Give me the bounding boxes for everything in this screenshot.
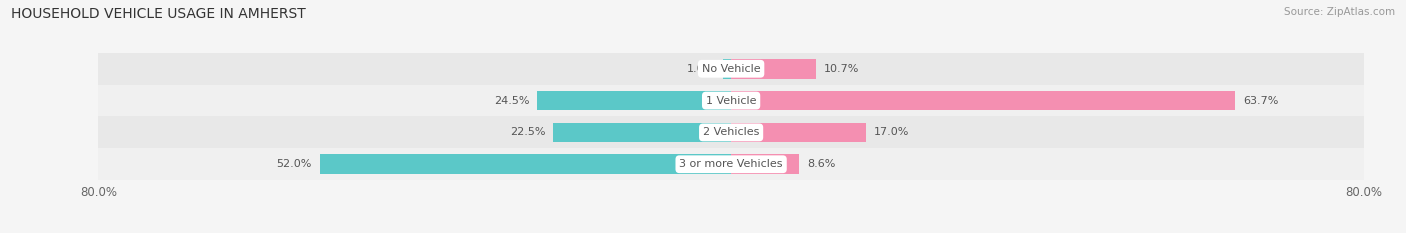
Text: 10.7%: 10.7% (824, 64, 859, 74)
Bar (723, 59, 731, 79)
Bar (537, 91, 731, 110)
Text: 8.6%: 8.6% (807, 159, 835, 169)
Text: 1.0%: 1.0% (688, 64, 716, 74)
Bar (98, 53, 1364, 85)
Bar (319, 154, 731, 174)
Text: 52.0%: 52.0% (277, 159, 312, 169)
Text: 2 Vehicles: 2 Vehicles (703, 127, 759, 137)
Text: 1 Vehicle: 1 Vehicle (706, 96, 756, 106)
Bar (553, 123, 731, 142)
Bar (98, 85, 1364, 116)
Bar (98, 116, 1364, 148)
Bar (731, 154, 799, 174)
Text: HOUSEHOLD VEHICLE USAGE IN AMHERST: HOUSEHOLD VEHICLE USAGE IN AMHERST (11, 7, 307, 21)
Bar (98, 148, 1364, 180)
Bar (731, 59, 815, 79)
Text: 17.0%: 17.0% (873, 127, 908, 137)
Bar (731, 123, 866, 142)
Bar (731, 91, 1234, 110)
Text: 24.5%: 24.5% (494, 96, 530, 106)
Text: 63.7%: 63.7% (1243, 96, 1278, 106)
Text: 3 or more Vehicles: 3 or more Vehicles (679, 159, 783, 169)
Text: 22.5%: 22.5% (510, 127, 546, 137)
Text: No Vehicle: No Vehicle (702, 64, 761, 74)
Text: Source: ZipAtlas.com: Source: ZipAtlas.com (1284, 7, 1395, 17)
